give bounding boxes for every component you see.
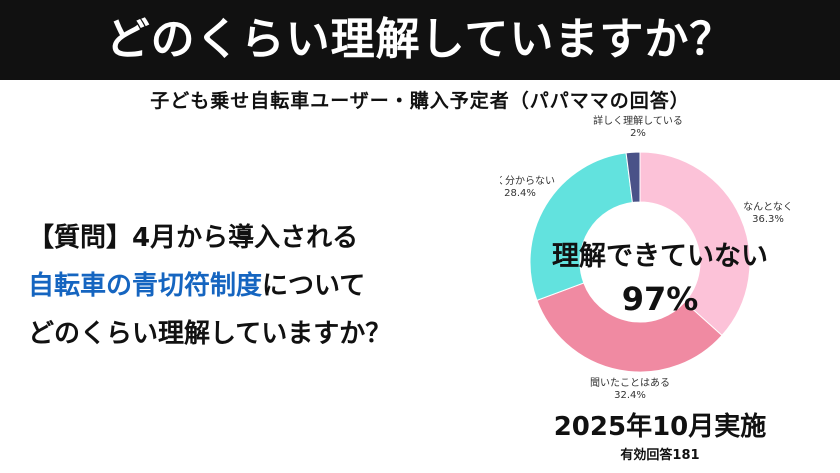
subtitle: 子ども乗せ自転車ユーザー・購入予定者（パパママの回答） bbox=[150, 90, 690, 112]
slice-label: 詳しく理解している bbox=[593, 114, 683, 127]
valid-responses: 有効回答181 bbox=[620, 448, 700, 463]
slice-nantonaku bbox=[639, 151, 751, 337]
chart-center-percent: 97% bbox=[621, 280, 699, 318]
donut-hole bbox=[581, 203, 699, 321]
slice-kiita-koto bbox=[536, 282, 723, 373]
page-title: どのくらい理解していますか？ bbox=[105, 14, 735, 65]
title-banner: どのくらい理解していますか？ bbox=[0, 0, 840, 80]
slice-label: 全く分からない bbox=[500, 174, 555, 187]
slice-mattaku bbox=[529, 152, 633, 302]
survey-date: 2025年10月実施 bbox=[553, 412, 767, 442]
question-line-2: 自転車の青切符制度について bbox=[28, 262, 498, 310]
slice-value-label: 36.3% bbox=[752, 214, 784, 225]
slice-label: なんとなく bbox=[743, 201, 793, 213]
slice-label: 聞いたことはある bbox=[590, 377, 670, 389]
slice-value-label: 32.4% bbox=[614, 390, 646, 401]
question-block: 【質問】4月から導入される 自転車の青切符制度について どのくらい理解しています… bbox=[28, 214, 498, 358]
question-line-1: 【質問】4月から導入される bbox=[28, 223, 359, 253]
question-line-3: どのくらい理解していますか？ bbox=[28, 319, 392, 349]
slice-kuwashiku bbox=[625, 151, 641, 204]
chart-center-label: 理解できていない bbox=[552, 241, 768, 272]
question-highlight: 自転車の青切符制度 bbox=[28, 271, 263, 301]
question-line-2-rest: について bbox=[262, 271, 366, 301]
slice-value-label: 28.4% bbox=[504, 188, 536, 199]
slice-value-label: 2% bbox=[630, 128, 646, 139]
